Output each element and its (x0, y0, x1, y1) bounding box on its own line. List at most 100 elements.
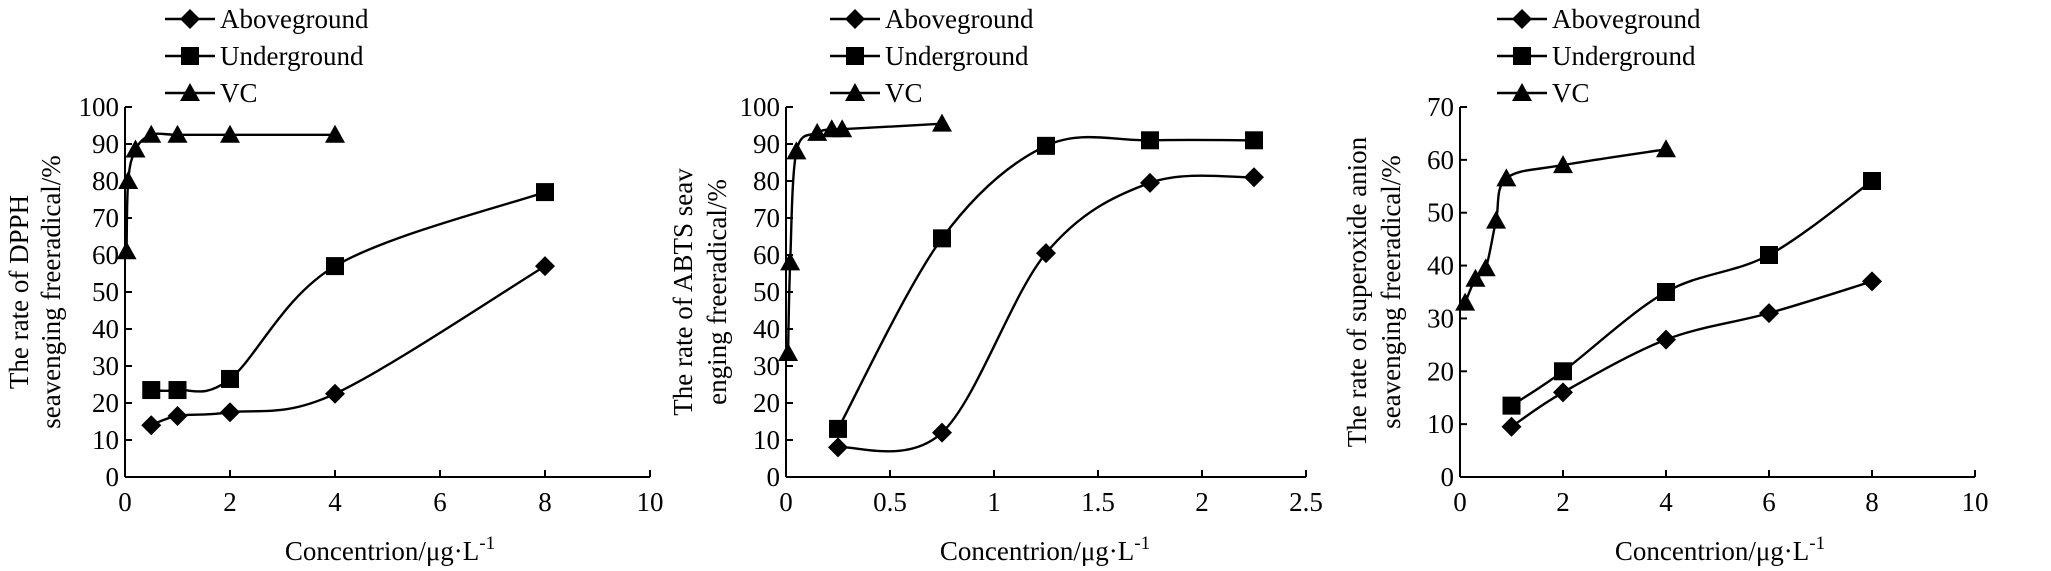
y-tick-label: 20 (92, 388, 119, 418)
y-tick-label: 70 (1427, 92, 1454, 122)
y-tick-label: 10 (753, 425, 780, 455)
data-point-triangle (1553, 155, 1573, 174)
series-line (151, 190, 546, 393)
x-tick-label: 8 (538, 487, 552, 517)
x-axis-label-text: Concentrion/μg·L (1615, 536, 1809, 566)
data-point-triangle (932, 113, 952, 132)
data-point-diamond (1862, 271, 1882, 292)
y-tick-label: 0 (767, 462, 781, 492)
x-tick-label: 1 (987, 487, 1001, 517)
x-tick-label: 0.5 (873, 487, 907, 517)
y-tick-label: 30 (1427, 303, 1454, 333)
data-point-triangle (1455, 292, 1476, 311)
y-tick-label: 40 (92, 314, 119, 344)
data-point-triangle (1475, 258, 1496, 277)
data-point-square (1502, 396, 1521, 415)
y-tick-label: 90 (753, 129, 780, 159)
data-point-square (142, 381, 161, 400)
legend-marker-square (1513, 47, 1531, 65)
data-point-square (1760, 246, 1778, 264)
data-point-triangle (220, 124, 240, 143)
data-point-square (1863, 172, 1881, 190)
y-axis-label-line: seavenging freeradical/% (36, 155, 66, 429)
series-line (1510, 280, 1873, 428)
x-tick-label: 6 (433, 487, 447, 517)
x-axis-label-superscript: -1 (1134, 533, 1150, 554)
x-axis-label-superscript: -1 (479, 533, 495, 554)
series-aboveground (141, 256, 555, 436)
legend-label: Aboveground (1552, 4, 1701, 34)
x-tick-label: 4 (1659, 487, 1673, 517)
x-axis-label-text: Concentrion/μg·L (940, 536, 1134, 566)
y-tick-label: 10 (1427, 409, 1454, 439)
data-point-triangle (1465, 268, 1486, 287)
x-tick-label: 0 (118, 487, 132, 517)
data-point-triangle (116, 241, 137, 260)
series-vc (116, 124, 345, 260)
legend-label: VC (220, 78, 258, 108)
data-point-triangle (325, 124, 345, 143)
data-point-diamond (1759, 303, 1779, 324)
data-point-triangle (141, 124, 162, 143)
data-point-diamond (220, 402, 240, 423)
x-axis-label-text: Concentrion/μg·L (285, 536, 479, 566)
y-tick-label: 50 (92, 277, 119, 307)
legend-marker-triangle (180, 83, 200, 101)
x-tick-label: 2 (223, 487, 237, 517)
legend-label: Aboveground (885, 4, 1034, 34)
data-point-square (1554, 362, 1572, 381)
data-point-triangle (786, 141, 807, 160)
x-tick-label: 2.5 (1289, 487, 1323, 517)
data-point-diamond (828, 437, 848, 458)
y-tick-label: 20 (753, 388, 780, 418)
x-tick-label: 2 (1195, 487, 1209, 517)
data-point-triangle (1656, 139, 1676, 158)
x-tick-label: 1.5 (1081, 487, 1115, 517)
legend-label: Underground (220, 41, 364, 71)
series-underground (1502, 172, 1881, 415)
legend-marker-triangle (845, 83, 865, 101)
y-tick-label: 50 (753, 277, 780, 307)
y-tick-label: 0 (1441, 462, 1455, 492)
data-point-square (1037, 136, 1055, 155)
x-tick-label: 8 (1865, 487, 1879, 517)
x-tick-label: 10 (637, 487, 664, 517)
y-tick-label: 30 (92, 351, 119, 381)
legend-marker-triangle (1512, 83, 1532, 101)
y-tick-label: 40 (753, 314, 780, 344)
data-point-diamond (1140, 172, 1160, 193)
y-tick-label: 40 (1427, 251, 1454, 281)
y-axis-label-line: enging freeradical/% (702, 179, 732, 405)
y-tick-label: 80 (753, 166, 780, 196)
y-tick-label: 100 (740, 92, 781, 122)
data-point-diamond (141, 415, 162, 436)
data-point-triangle (1496, 168, 1517, 187)
series-line (150, 265, 546, 427)
chart-panel-3: 0 10 20 30 40 50 60 70 0 2 4 6 8 10 Concentrion/μg·L-1… (1342, 4, 1989, 566)
data-point-triangle (832, 119, 853, 138)
data-point-square (168, 381, 187, 400)
data-point-diamond (535, 256, 555, 277)
data-point-triangle (778, 343, 799, 362)
data-point-diamond (325, 383, 345, 404)
legend-marker-diamond (180, 9, 200, 29)
x-tick-label: 0 (1453, 487, 1467, 517)
data-point-square (221, 369, 239, 388)
legend-label: Aboveground (220, 4, 369, 34)
x-tick-label: 2 (1556, 487, 1570, 517)
y-tick-label: 90 (92, 129, 119, 159)
data-point-diamond (932, 422, 952, 443)
data-point-square (933, 229, 951, 248)
y-tick-label: 50 (1427, 198, 1454, 228)
legend: Aboveground Underground VC (830, 4, 1034, 108)
series-aboveground (828, 167, 1264, 458)
y-tick-label: 60 (753, 240, 780, 270)
data-point-diamond (1553, 382, 1573, 403)
legend-label: VC (885, 78, 923, 108)
x-axis-label: Concentrion/μg·L-1 (285, 533, 495, 566)
x-axis-label: Concentrion/μg·L-1 (1615, 533, 1825, 566)
series-line (786, 122, 943, 354)
y-tick-label: 60 (92, 240, 119, 270)
data-point-diamond (1656, 329, 1676, 350)
